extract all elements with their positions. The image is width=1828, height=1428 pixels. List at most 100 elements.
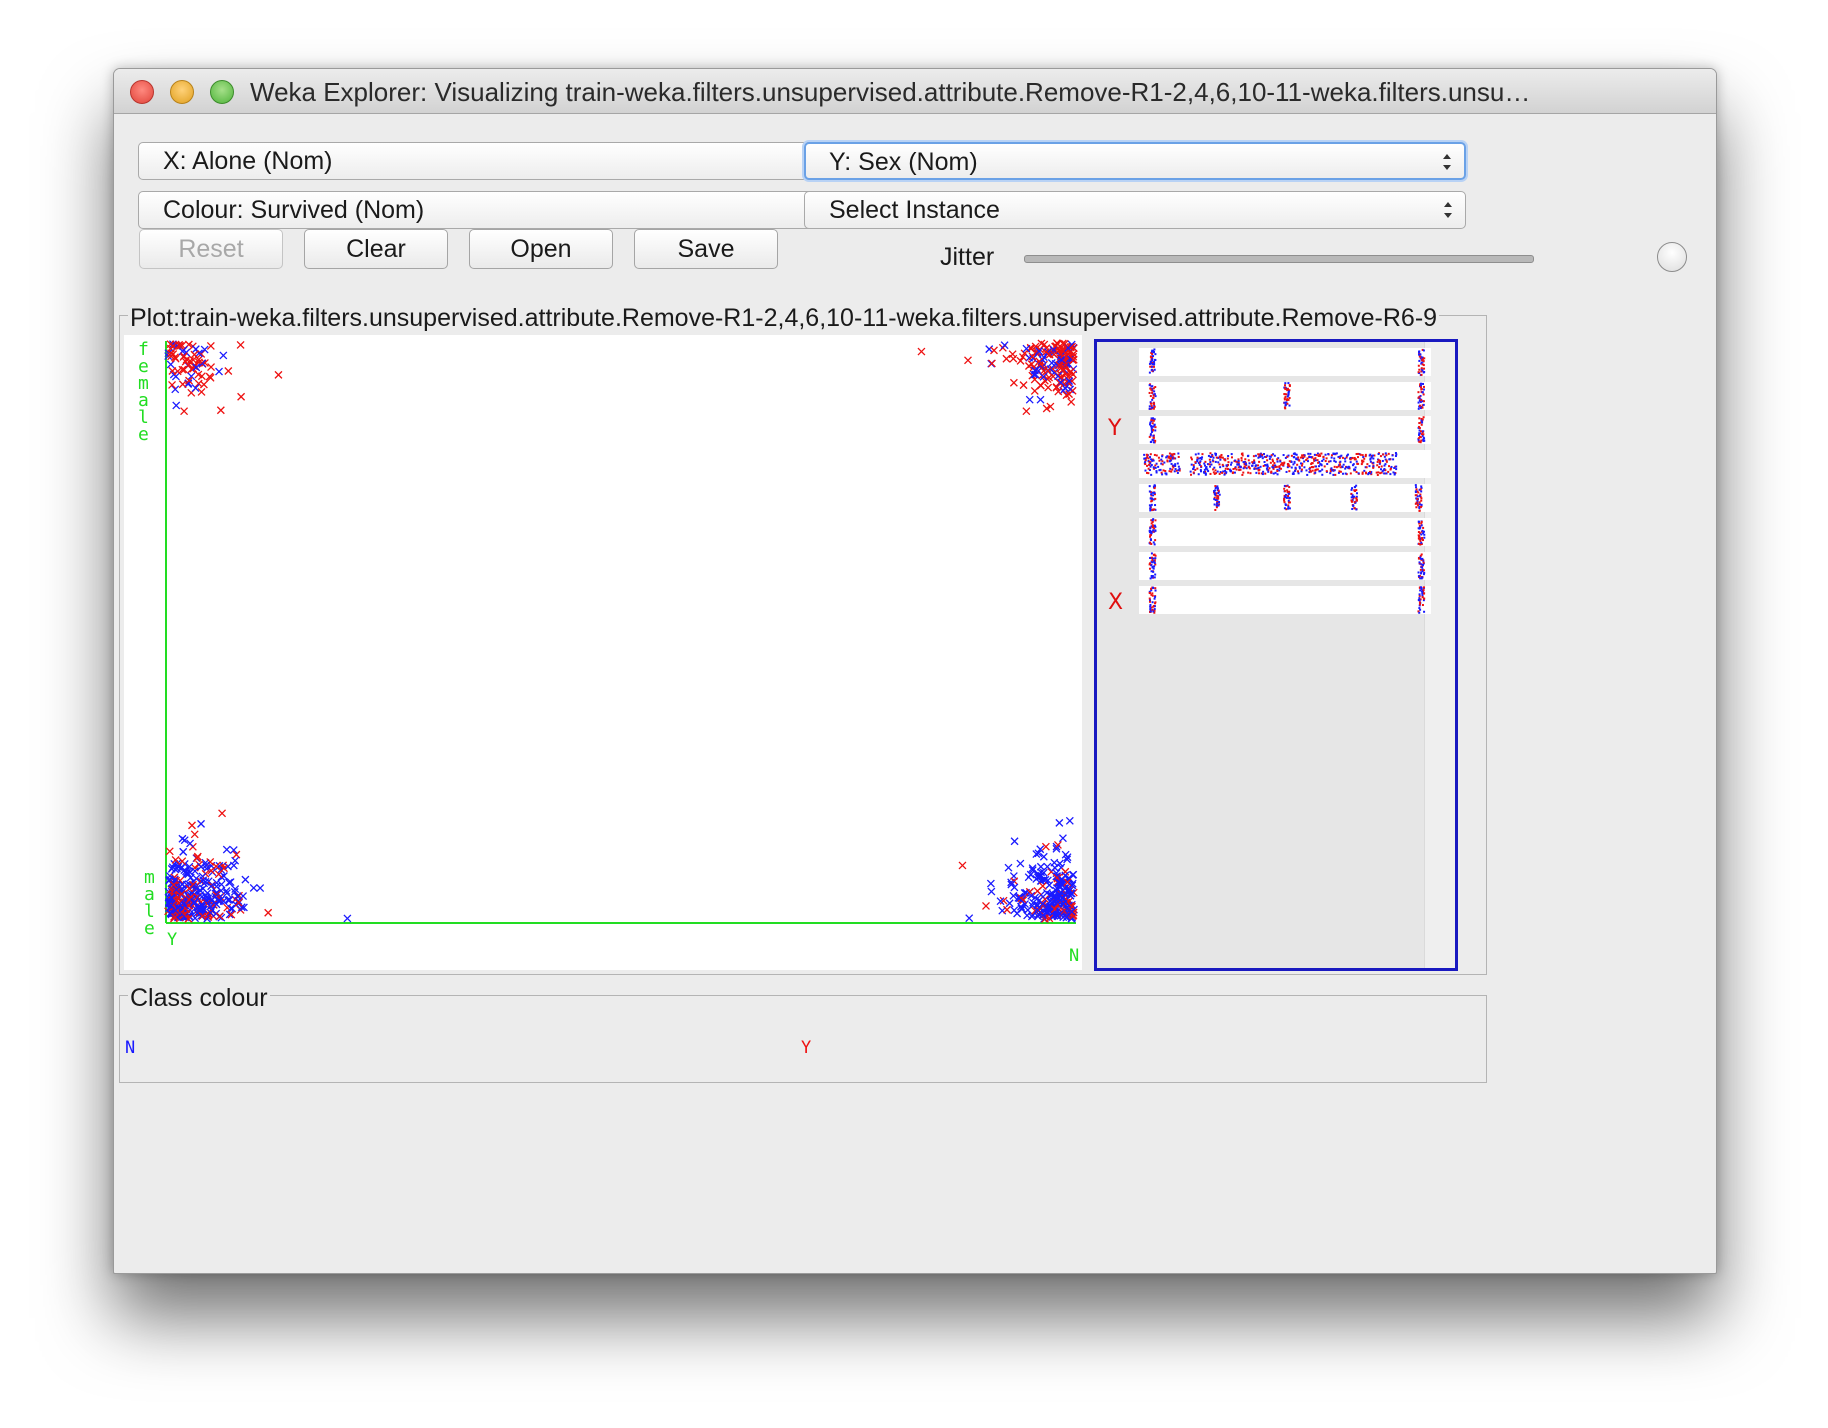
data-point[interactable] — [206, 373, 215, 382]
data-point[interactable] — [197, 387, 206, 396]
data-point[interactable] — [206, 902, 215, 911]
data-point[interactable] — [171, 856, 180, 864]
data-point[interactable] — [1041, 875, 1050, 884]
data-point[interactable] — [249, 883, 258, 892]
data-point[interactable] — [222, 845, 231, 854]
data-point[interactable] — [1016, 356, 1025, 365]
data-point[interactable] — [234, 898, 243, 907]
y-axis-select[interactable]: Y: Sex (Nom) — [804, 142, 1466, 180]
reset-button[interactable]: Reset — [139, 229, 283, 269]
data-point[interactable] — [1061, 871, 1070, 880]
data-point[interactable] — [1043, 862, 1052, 871]
data-point[interactable] — [1033, 887, 1042, 895]
class-label-n[interactable]: N — [125, 1038, 136, 1058]
data-point[interactable] — [1055, 345, 1064, 354]
data-point[interactable] — [985, 345, 994, 354]
data-point[interactable] — [1065, 377, 1074, 385]
data-point[interactable] — [1025, 395, 1034, 404]
data-point[interactable] — [237, 903, 246, 912]
data-point[interactable] — [168, 367, 177, 375]
data-point[interactable] — [1016, 902, 1025, 911]
data-point[interactable] — [179, 847, 188, 856]
data-point[interactable] — [964, 356, 972, 365]
data-point[interactable] — [1065, 816, 1074, 825]
data-point[interactable] — [1050, 858, 1059, 867]
data-point[interactable] — [1044, 383, 1053, 392]
data-point[interactable] — [1053, 872, 1062, 881]
data-point[interactable] — [1052, 383, 1061, 392]
data-point[interactable] — [196, 903, 205, 912]
zoom-window-icon[interactable] — [210, 80, 234, 104]
data-point[interactable] — [1068, 377, 1077, 386]
data-point[interactable] — [1042, 903, 1051, 912]
data-point[interactable] — [185, 376, 193, 385]
data-point[interactable] — [1008, 350, 1017, 359]
data-point[interactable] — [1034, 849, 1043, 858]
data-point[interactable] — [168, 381, 177, 389]
attribute-bar[interactable] — [1139, 484, 1431, 512]
data-point[interactable] — [224, 367, 233, 375]
data-point[interactable] — [193, 852, 202, 861]
data-point[interactable] — [231, 885, 240, 893]
data-point[interactable] — [172, 401, 181, 410]
data-point[interactable] — [197, 862, 205, 871]
data-point[interactable] — [167, 893, 176, 902]
close-window-icon[interactable] — [130, 80, 154, 104]
data-point[interactable] — [233, 892, 242, 901]
data-point[interactable] — [1004, 863, 1013, 872]
class-label-y[interactable]: Y — [801, 1038, 812, 1058]
data-point[interactable] — [196, 877, 205, 886]
data-point[interactable] — [172, 897, 181, 906]
data-point[interactable] — [1046, 402, 1055, 411]
data-point[interactable] — [176, 876, 185, 885]
data-point[interactable] — [1066, 385, 1075, 394]
data-point[interactable] — [1068, 881, 1077, 890]
attribute-bars-panel[interactable]: Y X — [1094, 339, 1458, 971]
jitter-slider-knob[interactable] — [1657, 242, 1687, 272]
data-point[interactable] — [917, 347, 926, 356]
attribute-bar[interactable] — [1139, 416, 1431, 444]
data-point[interactable] — [206, 341, 215, 350]
data-point[interactable] — [212, 862, 221, 871]
data-point[interactable] — [1009, 378, 1018, 387]
attribute-bar[interactable] — [1139, 348, 1431, 376]
data-point[interactable] — [1063, 853, 1072, 862]
data-point[interactable] — [191, 867, 199, 876]
data-point[interactable] — [1018, 904, 1027, 913]
data-point[interactable] — [171, 865, 180, 874]
data-point[interactable] — [1063, 855, 1072, 864]
data-point[interactable] — [1029, 898, 1038, 907]
data-point[interactable] — [199, 380, 208, 389]
data-point[interactable] — [1018, 353, 1027, 362]
data-point[interactable] — [225, 895, 234, 904]
data-point[interactable] — [198, 912, 207, 921]
data-point[interactable] — [187, 372, 196, 381]
data-point[interactable] — [1041, 842, 1050, 851]
data-point[interactable] — [215, 912, 224, 921]
data-point[interactable] — [232, 850, 241, 859]
data-point[interactable] — [1042, 404, 1051, 413]
data-point[interactable] — [201, 892, 210, 901]
data-point[interactable] — [982, 901, 990, 910]
data-point[interactable] — [224, 896, 233, 904]
data-point[interactable] — [1055, 909, 1064, 918]
data-point[interactable] — [180, 836, 189, 845]
data-point[interactable] — [217, 880, 226, 889]
data-point[interactable] — [999, 896, 1008, 905]
data-point[interactable] — [222, 887, 231, 895]
data-point[interactable] — [222, 889, 231, 898]
data-point[interactable] — [190, 362, 199, 371]
data-point[interactable] — [1036, 381, 1045, 390]
data-point[interactable] — [165, 847, 174, 856]
data-point[interactable] — [264, 908, 273, 917]
attribute-bars-scrollbar[interactable] — [1424, 342, 1455, 968]
data-point[interactable] — [1035, 872, 1044, 881]
save-button[interactable]: Save — [634, 229, 778, 269]
data-point[interactable] — [192, 884, 201, 893]
data-point[interactable] — [178, 380, 187, 389]
data-point[interactable] — [215, 367, 223, 376]
attribute-bar[interactable] — [1139, 450, 1431, 478]
data-point[interactable] — [1029, 354, 1038, 363]
data-point[interactable] — [1036, 845, 1045, 854]
data-point[interactable] — [220, 864, 228, 873]
